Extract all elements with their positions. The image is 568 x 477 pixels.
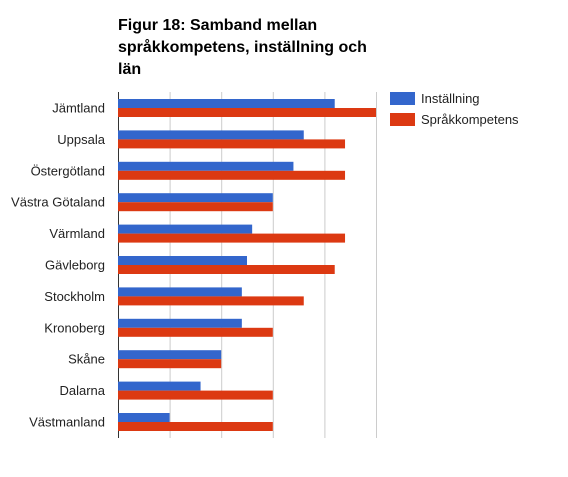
legend: Inställning Språkkompetens: [390, 91, 519, 127]
category-label: Stockholm: [44, 289, 105, 304]
bar-sprakkompetens: [118, 170, 346, 180]
category-label: Östergötland: [31, 163, 105, 178]
bar-installning: [118, 256, 247, 265]
bar-installning: [118, 318, 242, 328]
category-label: Kronoberg: [44, 320, 105, 335]
bar-sprakkompetens: [118, 390, 273, 400]
category-label: Skåne: [68, 352, 105, 367]
legend-label: Språkkompetens: [421, 112, 519, 127]
category-label: Dalarna: [59, 383, 105, 398]
category-label: Värmland: [49, 226, 105, 241]
chart-title-line-2: språkkompetens, inställning och: [118, 38, 367, 56]
bar-installning: [118, 224, 253, 234]
legend-swatch: [390, 92, 415, 105]
category-label: Västra Götaland: [11, 195, 105, 210]
category-label: Västmanland: [29, 415, 105, 430]
category-label: Jämtland: [52, 101, 105, 116]
category-label: Gävleborg: [45, 258, 105, 273]
legend-swatch: [390, 113, 415, 126]
bar-sprakkompetens: [118, 202, 273, 212]
bar-installning: [118, 193, 273, 203]
category-labels: Jämtland Uppsala Östergötland Västra Götala…: [11, 101, 106, 430]
bar-installning: [118, 413, 170, 422]
category-label: Uppsala: [57, 132, 105, 147]
chart-title-line-1: Figur 18: Samband mellan: [118, 17, 317, 34]
legend-label: Inställning: [421, 91, 480, 106]
chart-title: Figur 18: Samband mellan språkkompetens,…: [118, 17, 367, 78]
bar-sprakkompetens: [118, 265, 335, 274]
chart-title-line-3: län: [118, 61, 141, 78]
bar-installning: [118, 99, 335, 108]
bar-installning: [118, 350, 222, 360]
bar-installning: [118, 381, 201, 391]
bar-sprakkompetens: [118, 108, 376, 117]
bar-installning: [118, 287, 242, 297]
bar-installning: [118, 161, 294, 171]
bar-sprakkompetens: [118, 296, 304, 306]
bar-sprakkompetens: [118, 233, 346, 243]
bar-sprakkompetens: [118, 359, 222, 369]
bar-sprakkompetens: [118, 139, 346, 149]
bar-installning: [118, 130, 304, 140]
bar-sprakkompetens: [118, 327, 273, 337]
bar-sprakkompetens: [118, 422, 273, 431]
bars: [118, 99, 376, 431]
